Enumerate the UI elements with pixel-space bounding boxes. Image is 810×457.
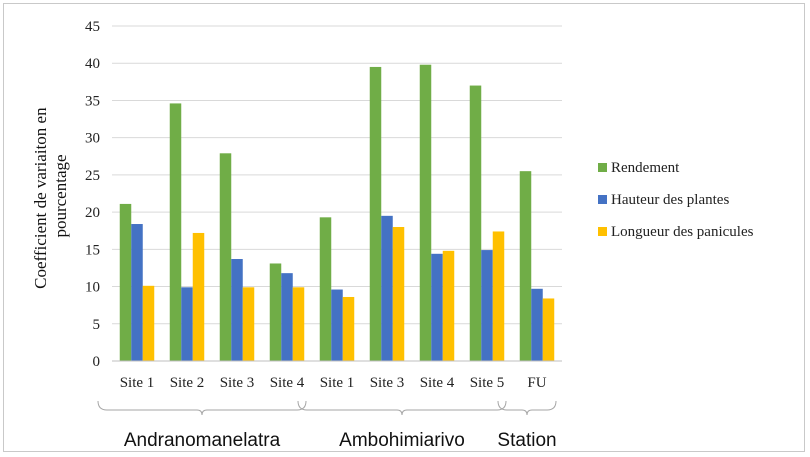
bar bbox=[242, 287, 255, 361]
legend-swatch bbox=[598, 163, 607, 172]
y-tick-label: 25 bbox=[85, 168, 100, 184]
y-tick-label: 40 bbox=[85, 56, 100, 72]
bar bbox=[331, 289, 343, 361]
group-bracket bbox=[97, 400, 307, 416]
x-tick-label: Site 4 bbox=[270, 375, 305, 391]
legend-swatch bbox=[598, 227, 607, 236]
bar bbox=[481, 250, 493, 361]
bar bbox=[342, 296, 355, 361]
group-bracket bbox=[297, 400, 507, 416]
legend-label: Rendement bbox=[611, 160, 680, 176]
y-tick-label: 10 bbox=[85, 280, 100, 296]
bar bbox=[542, 298, 555, 361]
x-tick-label: Site 5 bbox=[470, 375, 505, 391]
x-tick-label: FU bbox=[527, 375, 546, 391]
bar bbox=[169, 103, 182, 361]
bar bbox=[531, 288, 543, 361]
legend-swatch bbox=[598, 195, 607, 204]
bar bbox=[181, 287, 193, 361]
bar bbox=[192, 232, 205, 361]
x-tick-label: Site 4 bbox=[420, 375, 455, 391]
y-tick-label: 0 bbox=[93, 354, 101, 370]
bar bbox=[431, 253, 443, 361]
x-tick-label: Site 3 bbox=[220, 375, 255, 391]
group-label: Ambohimiarivo bbox=[339, 430, 465, 451]
group-brackets bbox=[97, 400, 557, 416]
bar bbox=[219, 153, 232, 361]
bar bbox=[469, 85, 482, 362]
y-tick-label: 30 bbox=[85, 131, 100, 147]
bar bbox=[419, 64, 432, 361]
y-tick-label: 35 bbox=[85, 93, 100, 109]
x-axis-category-labels: Site 1 Site 2 Site 3 Site 4 Site 1 Site 3 Site… bbox=[120, 375, 547, 391]
bar bbox=[519, 171, 532, 361]
y-tick-label: 15 bbox=[85, 242, 100, 258]
x-tick-label: Site 2 bbox=[170, 375, 205, 391]
x-tick-label: Site 3 bbox=[370, 375, 405, 391]
legend: Rendement Hauteur des plantes Longueur des… bbox=[598, 160, 754, 240]
y-axis-title-line-1: Coefficient de variaiton en bbox=[31, 107, 50, 289]
y-tick-label: 5 bbox=[93, 317, 101, 333]
group-label: Station bbox=[497, 430, 556, 451]
legend-label: Hauteur des plantes bbox=[611, 192, 729, 208]
group-labels: Andranomanelatra Ambohimiarivo Station bbox=[124, 430, 557, 451]
y-tick-label: 45 bbox=[85, 19, 100, 35]
bar bbox=[281, 273, 293, 361]
group-label: Andranomanelatra bbox=[124, 430, 281, 451]
bar bbox=[392, 227, 405, 361]
y-axis-title: Coefficient de variaiton en pourcentage bbox=[31, 103, 70, 289]
bar bbox=[369, 66, 382, 361]
y-axis-ticks: 0 5 10 15 20 25 30 35 40 45 bbox=[85, 19, 100, 370]
bars bbox=[119, 64, 555, 362]
bar bbox=[269, 263, 282, 361]
bar bbox=[292, 287, 305, 361]
bar bbox=[442, 250, 455, 361]
y-tick-label: 20 bbox=[85, 205, 100, 221]
bar bbox=[119, 203, 132, 361]
legend-label: Longueur des panicules bbox=[611, 224, 754, 240]
y-axis-title-line-2: pourcentage bbox=[51, 154, 70, 237]
bar bbox=[319, 217, 332, 361]
bar bbox=[381, 215, 393, 361]
bar bbox=[492, 231, 505, 361]
bar bbox=[142, 285, 155, 361]
x-tick-label: Site 1 bbox=[120, 375, 155, 391]
bar bbox=[131, 224, 143, 361]
group-bracket bbox=[497, 400, 557, 416]
x-tick-label: Site 1 bbox=[320, 375, 355, 391]
bar bbox=[231, 259, 243, 361]
